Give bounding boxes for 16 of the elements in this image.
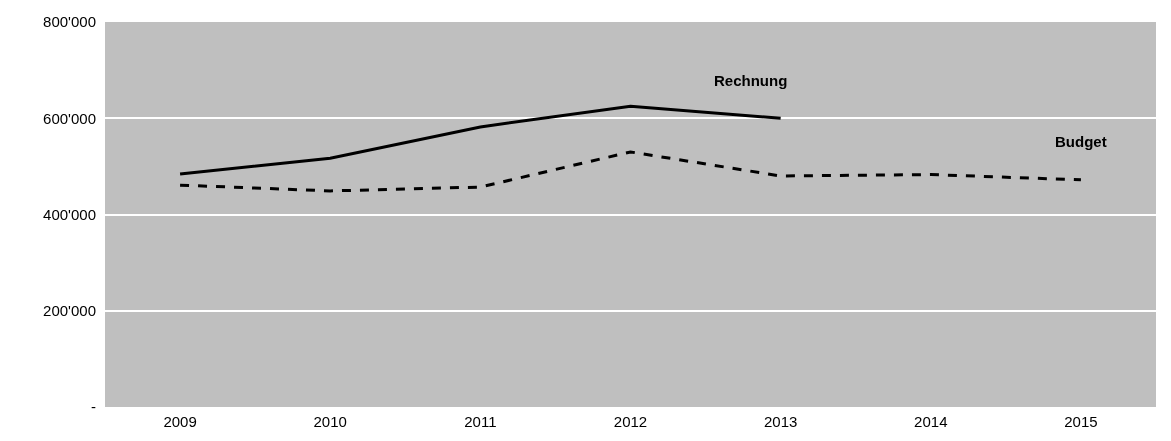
x-tick-label: 2015: [1064, 413, 1098, 430]
x-tick-label: 2011: [464, 413, 497, 430]
y-tick-label: 600'000: [43, 109, 96, 127]
y-tick-label: -: [91, 398, 96, 416]
x-tick-label: 2009: [163, 413, 197, 430]
x-tick-label: 2013: [763, 413, 798, 430]
line-series: [178, 150, 1083, 193]
y-tick-label: 200'000: [43, 302, 96, 319]
series-label: Budget: [1055, 133, 1107, 150]
x-tick-label: 2012: [613, 413, 648, 430]
y-tick-label: 800'000: [43, 13, 96, 31]
x-tick-label: 2014: [914, 413, 948, 430]
line-series: [178, 104, 783, 176]
x-tick-label: 2010: [313, 413, 347, 430]
y-tick-label: 400'000: [43, 205, 96, 223]
series-label: Rechnung: [714, 72, 788, 89]
